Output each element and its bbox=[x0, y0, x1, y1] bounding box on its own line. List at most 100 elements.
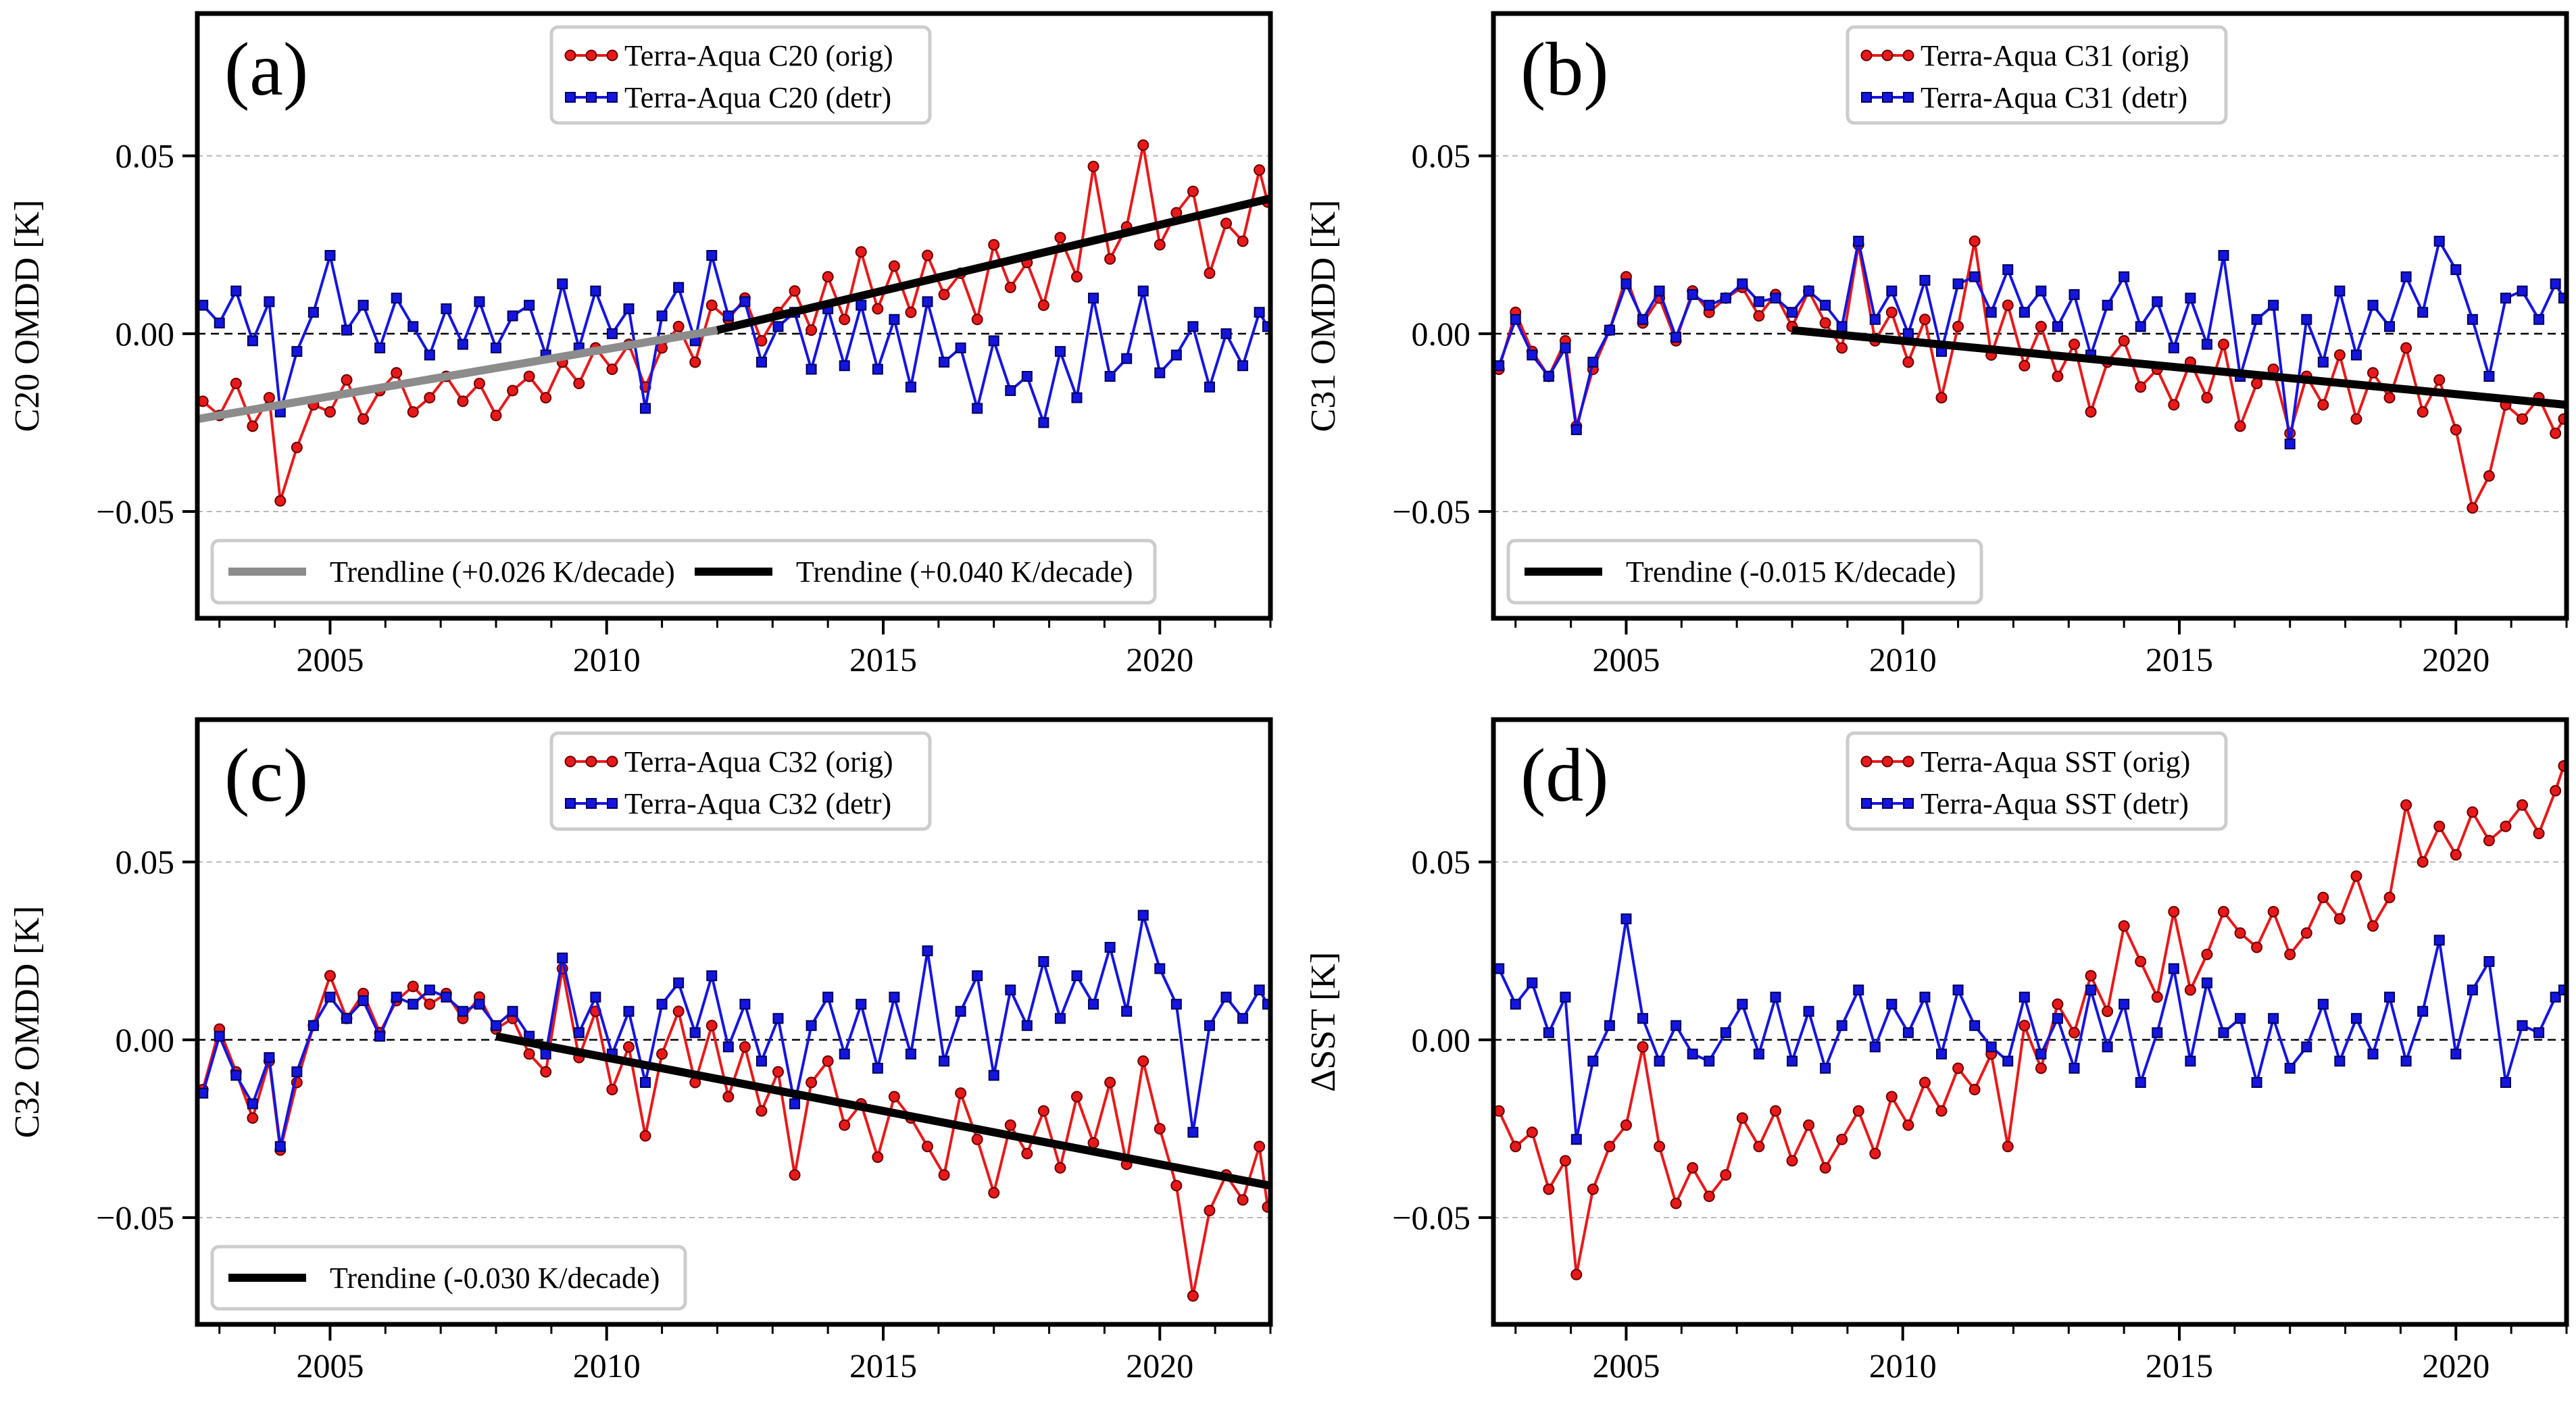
x-tick-label: 2015 bbox=[849, 1347, 917, 1385]
data-point bbox=[391, 367, 403, 379]
data-point bbox=[705, 299, 718, 311]
data-point bbox=[1087, 1137, 1099, 1149]
data-point bbox=[2467, 984, 2478, 996]
legend-box bbox=[1846, 731, 2228, 831]
data-point bbox=[374, 1030, 386, 1042]
data-point bbox=[1510, 1141, 1522, 1153]
data-point bbox=[1654, 1141, 1666, 1153]
data-point bbox=[1836, 1020, 1848, 1031]
data-point bbox=[1885, 1091, 1898, 1103]
data-point bbox=[640, 403, 651, 414]
data-point bbox=[1720, 1027, 1731, 1039]
data-point bbox=[457, 1005, 468, 1017]
data-point bbox=[1121, 1005, 1133, 1017]
data-point bbox=[2152, 296, 2163, 307]
x-tick-label: 2020 bbox=[1126, 641, 1193, 678]
data-point bbox=[2035, 320, 2047, 332]
data-point bbox=[1220, 991, 1232, 1003]
x-tick-label: 2015 bbox=[849, 641, 917, 678]
data-point bbox=[606, 363, 618, 375]
y-tick-label: −0.05 bbox=[1392, 493, 1470, 530]
data-point bbox=[557, 952, 568, 964]
y-axis-label: C20 OMDD [K] bbox=[8, 200, 47, 432]
data-point bbox=[2218, 250, 2229, 261]
series-line-detr bbox=[201, 254, 1269, 424]
data-point bbox=[2483, 956, 2495, 967]
x-tick-label: 2005 bbox=[296, 1347, 364, 1385]
data-point bbox=[2201, 392, 2213, 404]
data-point bbox=[2350, 1013, 2362, 1024]
legend-marker bbox=[606, 49, 618, 61]
data-point bbox=[540, 1066, 552, 1078]
data-point bbox=[291, 441, 303, 453]
panel-d: −0.05 0.00 0.05 2005 2010 2015 2020 ΔSST [K] (d)… bbox=[1304, 717, 2569, 1385]
data-point bbox=[1935, 1105, 1948, 1117]
legend-marker bbox=[565, 798, 576, 809]
data-point bbox=[2201, 977, 2212, 989]
data-point bbox=[640, 1077, 651, 1088]
data-point bbox=[1670, 1020, 1682, 1031]
y-tick-label: 0.00 bbox=[1412, 315, 1471, 353]
data-point bbox=[1952, 278, 1964, 290]
axes-frame bbox=[195, 11, 1273, 621]
data-point bbox=[722, 1091, 735, 1103]
data-point bbox=[789, 285, 801, 297]
data-point bbox=[507, 310, 518, 322]
data-point bbox=[1543, 371, 1554, 382]
data-point bbox=[1869, 314, 1881, 325]
data-point bbox=[2334, 1055, 2346, 1067]
data-point bbox=[1071, 392, 1083, 403]
panel-label: (c) bbox=[224, 734, 308, 818]
data-point bbox=[2118, 334, 2130, 347]
data-point bbox=[2383, 392, 2396, 404]
data-point bbox=[1869, 1041, 1881, 1053]
data-point bbox=[2268, 299, 2279, 311]
data-point bbox=[2234, 420, 2246, 432]
data-point bbox=[1237, 235, 1249, 247]
legend-marker bbox=[585, 49, 597, 61]
legend-marker bbox=[1881, 49, 1893, 61]
data-point bbox=[491, 1020, 502, 1031]
data-point bbox=[1104, 371, 1116, 382]
data-point bbox=[1720, 1169, 1732, 1181]
data-point bbox=[2119, 271, 2130, 282]
data-point bbox=[391, 293, 402, 304]
data-point bbox=[1968, 235, 1981, 247]
data-point bbox=[2151, 991, 2163, 1003]
data-point bbox=[623, 1005, 635, 1017]
data-point bbox=[1154, 1122, 1166, 1135]
data-point bbox=[424, 392, 436, 404]
data-point bbox=[972, 970, 983, 982]
data-point bbox=[2085, 406, 2097, 418]
y-axis-label: ΔSST [K] bbox=[1304, 952, 1343, 1092]
data-point bbox=[424, 984, 435, 996]
data-point bbox=[888, 1091, 900, 1103]
data-point bbox=[1254, 307, 1265, 318]
legend-label: Terra-Aqua C32 (orig) bbox=[624, 745, 893, 778]
data-point bbox=[1670, 332, 1682, 343]
data-point bbox=[2450, 264, 2462, 276]
data-point bbox=[1736, 1112, 1748, 1124]
data-point bbox=[2400, 799, 2412, 811]
data-point bbox=[424, 349, 435, 361]
data-point bbox=[1204, 1205, 1216, 1217]
data-point bbox=[756, 1055, 767, 1067]
data-point bbox=[247, 420, 259, 432]
data-point bbox=[1620, 1119, 1632, 1131]
x-tick-label: 2020 bbox=[2422, 1347, 2490, 1385]
data-point bbox=[971, 314, 983, 326]
data-point bbox=[756, 1105, 768, 1117]
data-point bbox=[988, 239, 1000, 251]
legend-marker bbox=[1882, 92, 1893, 103]
legend-marker bbox=[564, 49, 576, 61]
data-point bbox=[1836, 342, 1848, 354]
data-point bbox=[1985, 307, 1997, 318]
data-point bbox=[672, 1005, 685, 1018]
data-point bbox=[2317, 999, 2329, 1010]
data-point bbox=[1902, 1119, 1914, 1131]
data-point bbox=[1071, 970, 1083, 982]
data-point bbox=[1670, 1197, 1682, 1210]
data-point bbox=[1088, 999, 1099, 1010]
data-point bbox=[1054, 232, 1066, 244]
data-point bbox=[247, 1112, 259, 1124]
